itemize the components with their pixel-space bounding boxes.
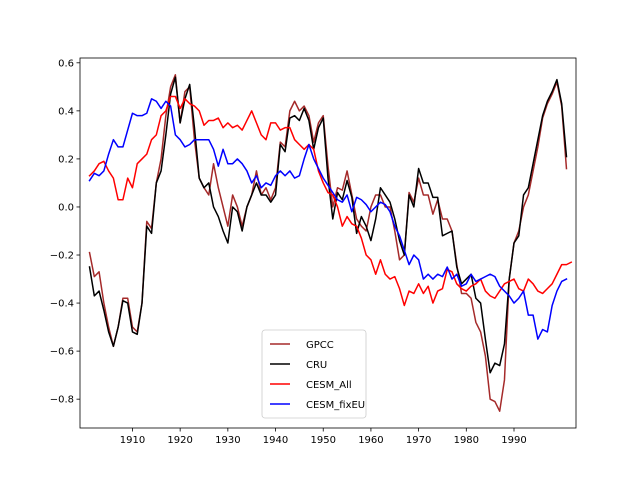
series-line-gpcc — [88, 74, 568, 412]
series-line-cru — [88, 76, 568, 374]
y-tick-label: 0.2 — [58, 154, 74, 165]
x-tick-label: 1930 — [215, 435, 240, 446]
legend: GPCC CRU CESM_All CESM_fixEU — [261, 329, 367, 419]
legend-box — [261, 329, 367, 419]
legend-label: CRU — [306, 360, 327, 371]
x-tick-label: 1920 — [167, 435, 192, 446]
x-tick-label: 1950 — [311, 435, 336, 446]
x-tick-label: 1980 — [454, 435, 479, 446]
y-tick-label: −0.2 — [50, 251, 74, 262]
legend-label: GPCC — [306, 340, 334, 351]
legend-label: CESM_fixEU — [306, 400, 365, 411]
series-line-cesm-all — [88, 95, 573, 307]
y-tick-label: 0.4 — [58, 106, 74, 117]
x-tick-label: 1910 — [120, 435, 145, 446]
x-axis: 1910 1920 1930 1940 1950 1960 1970 1980 1990 — [120, 428, 527, 446]
legend-label: CESM_All — [306, 380, 352, 391]
y-tick-label: −0.8 — [50, 395, 74, 406]
y-tick-label: 0.0 — [58, 202, 74, 213]
y-tick-label: 0.6 — [58, 58, 74, 69]
y-tick-label: −0.4 — [50, 299, 74, 310]
series-line-cesm-fixeu — [88, 98, 568, 340]
y-tick-label: −0.6 — [50, 347, 74, 358]
x-tick-label: 1940 — [263, 435, 288, 446]
plot-frame — [79, 57, 577, 429]
x-tick-label: 1960 — [358, 435, 383, 446]
x-tick-label: 1990 — [501, 435, 526, 446]
x-tick-label: 1970 — [406, 435, 431, 446]
y-axis: −0.8 −0.6 −0.4 −0.2 0.0 0.2 0.4 0.6 — [50, 58, 80, 406]
series-layer — [88, 74, 573, 412]
